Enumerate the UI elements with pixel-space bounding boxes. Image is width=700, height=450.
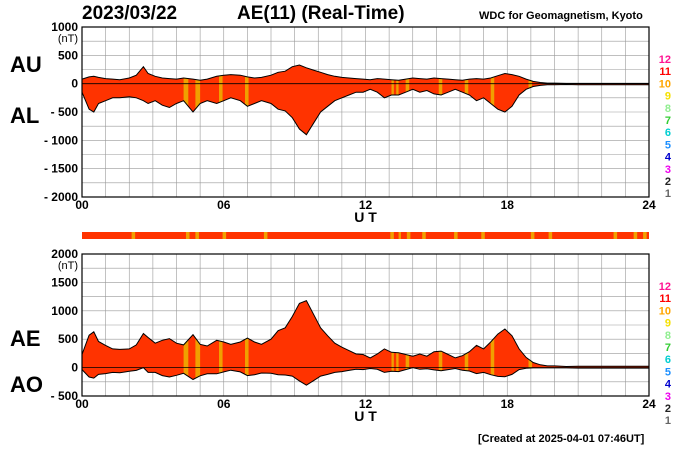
- activity-highlight: [490, 65, 495, 135]
- scale-label: 5: [665, 366, 671, 378]
- x-axis-label: U T: [354, 408, 377, 424]
- activity-strip-highlight: [195, 232, 199, 239]
- scale-label: 11: [659, 293, 671, 305]
- activity-strip: [82, 232, 649, 239]
- scale-label: 7: [665, 115, 671, 127]
- scale-label: 12: [659, 281, 671, 293]
- series-area-ae-ao: [82, 300, 649, 386]
- scale-label: 12: [659, 54, 671, 66]
- scale-label: 8: [665, 103, 671, 115]
- series-label-ao: AO: [10, 372, 43, 397]
- x-tick-label: 24: [642, 198, 656, 212]
- y-tick-label: 1000: [51, 304, 78, 318]
- scale-label: 9: [665, 91, 671, 103]
- scale-label: 2: [665, 403, 671, 415]
- series-line-ae: [81, 299, 649, 368]
- scale-label: 1: [665, 188, 671, 200]
- x-tick-label: 12: [359, 198, 373, 212]
- x-tick-label: 12: [359, 397, 373, 411]
- y-tick-label: 500: [58, 48, 78, 62]
- date-label: 2023/03/22: [82, 3, 178, 24]
- x-axis-label: U T: [354, 209, 377, 225]
- y-tick-label: 500: [58, 332, 78, 346]
- y-tick-label: - 2000: [44, 190, 78, 204]
- activity-strip-highlight: [222, 232, 227, 239]
- activity-highlight: [490, 300, 495, 386]
- activity-highlight: [245, 65, 249, 135]
- y-tick-label: - 500: [51, 389, 79, 403]
- activity-strip-highlight: [481, 232, 485, 239]
- chart-panel-bottom: [81, 253, 650, 397]
- activity-strip-highlight: [390, 232, 394, 239]
- y-tick-label: - 500: [51, 105, 79, 119]
- activity-strip-highlight: [422, 232, 426, 239]
- activity-strip-highlight: [131, 232, 136, 239]
- scale-label: 3: [665, 391, 671, 403]
- y-unit-label: (nT): [58, 33, 78, 45]
- scale-label: 4: [665, 379, 672, 391]
- series-area-au-al: [82, 65, 649, 135]
- scale-label: 8: [665, 330, 671, 342]
- scale-label: 7: [665, 342, 671, 354]
- activity-strip-highlight: [185, 232, 190, 239]
- activity-strip-highlight: [398, 232, 401, 239]
- y-tick-label: 1000: [51, 20, 78, 34]
- scale-label: 11: [659, 66, 671, 78]
- x-tick-label: 06: [217, 198, 231, 212]
- x-tick-label: 00: [75, 397, 89, 411]
- x-tick-label: 24: [642, 397, 656, 411]
- plot-frame: [81, 253, 650, 397]
- scale-label: 5: [665, 139, 671, 151]
- series-line-au: [81, 64, 649, 84]
- source-label: WDC for Geomagnetism, Kyoto: [479, 10, 643, 22]
- y-tick-label: - 1000: [44, 133, 78, 147]
- activity-strip-highlight: [613, 232, 618, 239]
- scale-label: 1: [665, 415, 671, 427]
- scale-label: 6: [665, 354, 671, 366]
- scale-label: 10: [659, 78, 671, 90]
- activity-highlight: [183, 65, 189, 135]
- series-line-ao: [81, 367, 649, 386]
- activity-strip-highlight: [548, 232, 553, 239]
- activity-highlight: [219, 65, 223, 135]
- chart-title: AE(11) (Real-Time): [237, 3, 405, 24]
- scale-label: 9: [665, 318, 671, 330]
- activity-highlight: [219, 300, 223, 386]
- y-tick-label: 0: [71, 361, 78, 375]
- x-tick-label: 18: [501, 397, 515, 411]
- scale-label: 3: [665, 164, 671, 176]
- activity-highlight: [195, 300, 201, 386]
- activity-highlight: [195, 65, 201, 135]
- plot-frame: [81, 26, 650, 198]
- x-tick-label: 00: [75, 198, 89, 212]
- series-label-al: AL: [10, 103, 40, 128]
- activity-strip-highlight: [633, 232, 638, 239]
- y-tick-label: 0: [71, 77, 78, 91]
- scale-label: 6: [665, 127, 671, 139]
- scale-label: 2: [665, 176, 671, 188]
- activity-strip-highlight: [530, 232, 535, 239]
- scale-label: 10: [659, 305, 671, 317]
- scale-label: 4: [665, 152, 672, 164]
- created-timestamp: [Created at 2025-04-01 07:46UT]: [478, 433, 645, 445]
- y-tick-label: - 1500: [44, 162, 78, 176]
- series-label-au: AU: [10, 52, 42, 77]
- series-line-al: [81, 83, 649, 136]
- activity-strip-highlight: [263, 232, 268, 239]
- activity-strip-highlight: [406, 232, 411, 239]
- chart-panel-top: [81, 26, 650, 198]
- y-unit-label: (nT): [58, 260, 78, 272]
- activity-strip-highlight: [643, 232, 647, 239]
- x-tick-label: 06: [217, 397, 231, 411]
- y-tick-label: 2000: [51, 247, 78, 261]
- y-tick-label: 1500: [51, 275, 78, 289]
- activity-highlight: [245, 300, 249, 386]
- activity-strip-highlight: [454, 232, 458, 239]
- series-label-ae: AE: [10, 326, 41, 351]
- x-tick-label: 18: [501, 198, 515, 212]
